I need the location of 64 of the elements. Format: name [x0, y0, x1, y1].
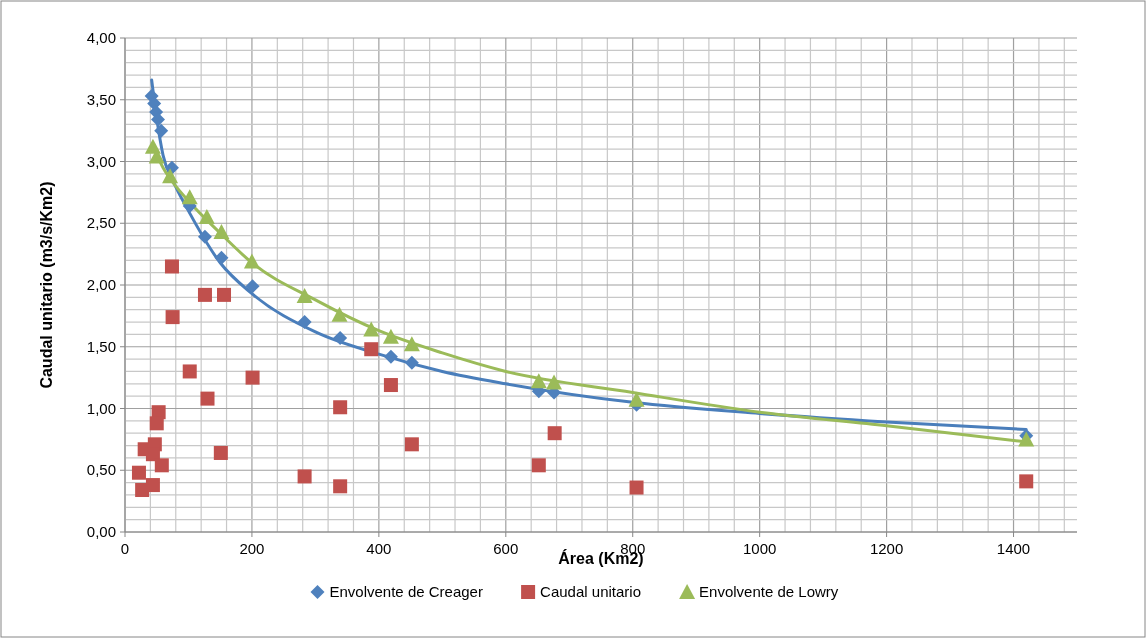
legend-label: Caudal unitario: [540, 583, 642, 600]
point: [197, 287, 212, 302]
point: [145, 478, 160, 493]
y-tick-label: 0,00: [86, 523, 116, 540]
point: [214, 250, 229, 265]
point: [245, 370, 260, 385]
x-tick-label: 0: [120, 540, 130, 557]
y-tick-label: 4,00: [86, 29, 116, 46]
point: [213, 445, 228, 460]
y-tick-label: 1,00: [86, 399, 116, 417]
point: [149, 416, 164, 431]
point: [383, 378, 398, 393]
x-tick-label: 1400: [996, 540, 1031, 557]
y-tick-label: 2,00: [86, 276, 116, 293]
x-tick-label: 600: [493, 540, 519, 557]
point: [382, 328, 399, 344]
point: [297, 469, 312, 484]
point: [546, 374, 563, 390]
point: [162, 168, 179, 184]
point: [217, 287, 232, 302]
point: [403, 336, 420, 352]
point: [530, 373, 547, 389]
point: [182, 364, 197, 379]
y-axis-title: Caudal unitario (m3/s/Km2): [38, 181, 55, 389]
legend-label: Envolvente de Lowry: [699, 583, 839, 600]
point: [245, 279, 260, 294]
point: [404, 437, 419, 452]
y-tick-label: 0,50: [86, 461, 116, 479]
point: [547, 426, 562, 441]
point: [363, 321, 380, 337]
y-tick-label: 3,50: [86, 90, 116, 108]
point: [629, 480, 644, 495]
point: [1018, 431, 1035, 447]
point: [1019, 474, 1034, 489]
x-tick-label: 200: [239, 540, 265, 557]
point: [296, 288, 313, 304]
point: [198, 209, 215, 225]
point: [200, 391, 215, 406]
point: [164, 259, 179, 274]
point: [213, 223, 230, 239]
point: [333, 400, 348, 415]
point: [383, 349, 398, 364]
x-tick-label: 1200: [869, 540, 904, 557]
y-tick-label: 1,50: [86, 337, 116, 355]
point: [331, 306, 348, 322]
point: [154, 123, 169, 138]
point: [333, 479, 348, 494]
y-tick-label: 3,00: [86, 152, 116, 170]
point: [404, 355, 419, 370]
point: [131, 465, 146, 480]
point: [531, 458, 546, 473]
y-tick-label: 2,50: [86, 214, 116, 232]
point: [151, 112, 165, 127]
point: [364, 342, 379, 357]
x-tick-label: 1000: [742, 540, 777, 557]
point: [154, 458, 169, 473]
point: [181, 189, 198, 205]
point: [165, 310, 180, 325]
point: [297, 315, 312, 330]
x-tick-label: 400: [366, 540, 392, 557]
point: [243, 253, 260, 269]
legend-label: Envolvente de Creager: [329, 583, 483, 600]
point: [197, 229, 212, 244]
point: [333, 331, 348, 346]
